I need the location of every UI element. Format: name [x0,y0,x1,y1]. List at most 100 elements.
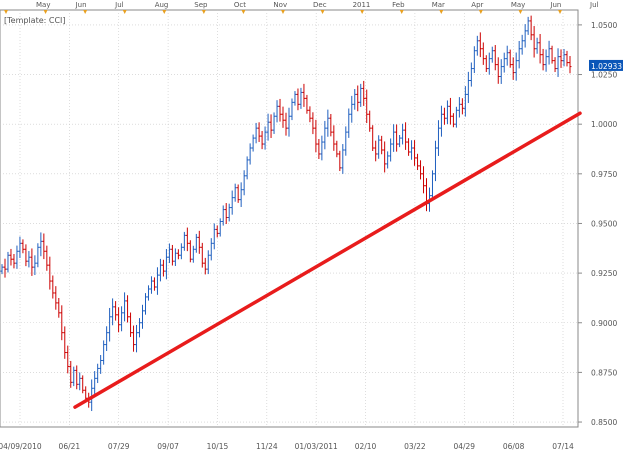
price-bar [51,275,55,299]
top-month-label: Jun [549,1,561,9]
price-bar [197,230,201,254]
price-bar [463,86,467,117]
price-bar [221,205,225,226]
price-bar [120,306,124,332]
price-bar [419,160,423,180]
price-bar [445,100,449,125]
price-bar [451,113,455,128]
price-bar [305,94,309,114]
price-bar [320,135,324,161]
x-tick-label: 06/08 [503,442,525,451]
price-bar [392,124,396,152]
price-bar [481,42,485,65]
price-bar [547,40,551,65]
top-month-label: Feb [392,1,405,9]
price-bar [380,135,384,155]
price-bar [365,89,369,124]
price-bar [269,114,273,138]
price-bar [21,239,25,254]
price-bar [454,106,458,128]
price-bar [353,89,357,110]
x-tick-label: 10/15 [207,442,229,451]
price-bar [493,45,497,71]
price-bar [514,52,518,81]
price-bar [138,318,142,338]
price-bar [66,345,70,374]
price-bar [520,34,524,55]
price-bar [57,297,61,318]
price-bar [347,108,351,138]
price-bar [487,52,491,75]
price-bar [135,324,139,353]
price-bar [99,355,103,374]
price-bar [239,182,243,207]
month-marker [518,10,523,14]
x-tick-label: 07/14 [552,442,574,451]
price-bar [266,113,270,141]
price-bar [275,100,279,123]
x-tick-label: 02/10 [355,442,377,451]
price-bar [30,248,34,276]
month-marker [281,10,285,14]
price-bar [158,258,162,282]
price-bar [12,254,16,269]
price-bar [15,245,19,269]
price-bar [284,112,288,136]
price-bar [532,26,536,58]
price-bar [93,371,97,396]
price-bar [395,124,399,152]
price-bar [167,243,171,264]
top-month-label: May [511,1,525,9]
price-bar [132,325,136,352]
price-bar [422,166,426,194]
x-tick-label: 04/09/2010 [0,442,42,451]
x-tick-label: 03/22 [404,442,426,451]
price-bar [502,52,506,73]
y-tick-label: 1.0000 [591,120,617,129]
price-bar [368,110,372,132]
month-marker [201,10,206,14]
top-month-label: Mar [432,1,445,9]
price-bar [227,203,231,222]
month-marker [478,10,483,14]
plot-area [0,9,579,428]
price-bar [541,48,545,71]
price-bar [179,243,183,260]
price-bar [257,122,261,142]
price-bar [371,125,375,151]
price-bar [108,307,112,342]
price-bars [0,15,572,412]
price-bar [191,245,195,263]
last-price-tag [589,59,623,71]
price-bar [173,248,177,267]
price-bar [553,57,557,73]
top-month-label: Oct [234,1,246,9]
price-bar [335,140,339,158]
price-bar [362,80,366,106]
price-bar [356,85,360,112]
x-tick-label: 07/29 [108,442,130,451]
trend-line [73,111,582,409]
price-bar [260,130,264,150]
price-bar [209,238,213,261]
price-bar [42,233,46,260]
price-bar [233,183,237,202]
price-bar [401,123,405,145]
price-bar [39,232,43,257]
price-bar [472,46,476,74]
y-tick-label: 0.8500 [591,418,617,427]
price-bar [565,50,569,67]
price-bar [508,49,512,68]
month-marker [439,10,444,14]
price-bar [188,240,192,263]
price-bar [224,203,228,225]
price-bar [24,244,28,267]
y-tick-label: 0.9000 [591,319,617,328]
y-tick-label: 1.0250 [591,71,617,80]
month-marker [43,10,48,14]
price-bar [75,365,79,390]
month-marker [558,10,562,14]
top-month-label: May [36,1,50,9]
price-bar [3,258,7,278]
